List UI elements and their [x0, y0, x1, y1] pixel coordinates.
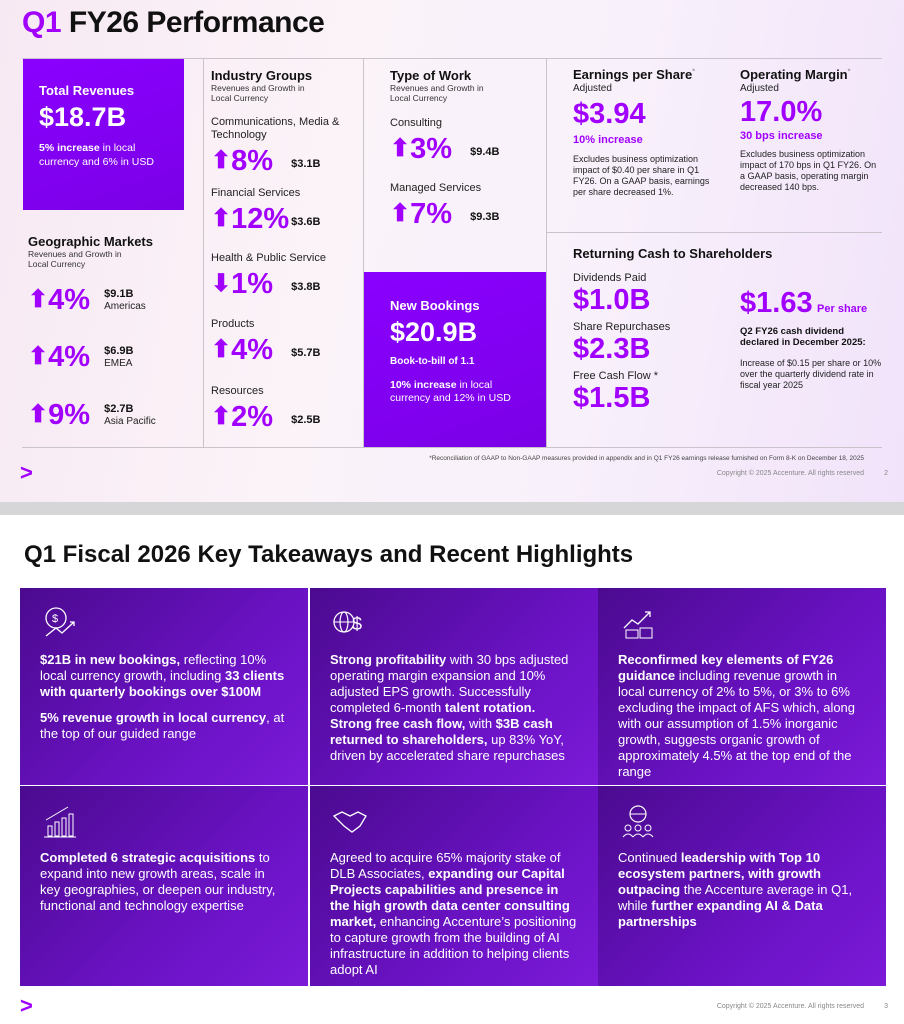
metric-percent: 4%	[48, 284, 91, 316]
slide-key-takeaways: Q1 Fiscal 2026 Key Takeaways and Recent …	[0, 515, 904, 1024]
metric-amount: $3.8B	[291, 281, 321, 293]
highlight-text: Strong profitability with 30 bps adjuste…	[330, 652, 569, 763]
total-revenues-card: Total Revenues $18.7B 5% increase in loc…	[23, 59, 184, 210]
globe-people-icon	[622, 805, 654, 838]
highlight-text: Continued leadership with Top 10 ecosyst…	[618, 850, 853, 929]
arrow-up-icon: ⬆	[390, 200, 411, 227]
divider	[546, 232, 882, 233]
highlight-card: Agreed to acquire 65% majority stake of …	[310, 786, 598, 986]
metric-item: Consulting ⬆ 3% $9.4B	[390, 117, 520, 164]
metric-item: ⬆ 4% $6.9B EMEA	[28, 342, 133, 372]
page-number: 3	[884, 1003, 888, 1010]
type-of-work-header: Type of Work Revenues and Growth in Loca…	[390, 68, 484, 103]
copyright: Copyright © 2025 Accenture. All rights r…	[716, 470, 864, 477]
highlight-text: Agreed to acquire 65% majority stake of …	[330, 850, 577, 977]
page-number: 2	[884, 470, 888, 477]
metric-amount: $5.7B	[291, 347, 321, 359]
divider	[22, 447, 882, 448]
metric-item: Resources ⬆ 2% $2.5B	[211, 385, 341, 432]
metric-amount: $3.6B	[291, 216, 321, 228]
metric-percent: 7%	[410, 198, 453, 230]
metric-amount: $2.5B	[291, 414, 321, 426]
svg-text:$: $	[352, 614, 362, 634]
arrow-up-icon: ⬆	[211, 403, 232, 430]
highlight-card: Completed 6 strategic acquisitions to ex…	[20, 786, 308, 986]
highlight-card: $ $21B in new bookings, reflecting 10% lo…	[20, 588, 308, 785]
returning-cash-values: Dividends Paid $1.0B Share Repurchases $…	[573, 272, 671, 414]
metric-item: Managed Services ⬆ 7% $9.3B	[390, 182, 520, 229]
metric-label: Consulting	[390, 117, 442, 129]
svg-text:$: $	[52, 613, 58, 625]
new-bookings-card: New Bookings $20.9B Book-to-bill of 1.1 …	[364, 272, 546, 447]
arrow-up-icon: ⬆	[28, 343, 49, 370]
metric-item: Products ⬆ 4% $5.7B	[211, 318, 341, 365]
metric-label: Managed Services	[390, 182, 482, 194]
metric-percent: 4%	[48, 341, 91, 373]
eps-block: Earnings per Share* Adjusted $3.94 10% i…	[573, 67, 710, 197]
highlight-card: $ Strong profitability with 30 bps adjust…	[310, 588, 598, 785]
geographic-markets-header: Geographic Markets Revenues and Growth i…	[28, 234, 153, 269]
arrow-up-icon: ⬆	[211, 205, 232, 232]
arrow-up-icon: ⬆	[28, 401, 49, 428]
metric-item: Financial Services ⬆ 12% $3.6B	[211, 187, 341, 234]
metric-percent: 3%	[410, 133, 453, 165]
slide-q1-performance: Q1 FY26 Performance Total Revenues $18.7…	[0, 0, 904, 502]
metric-percent: 9%	[48, 399, 91, 431]
dollar-growth-icon: $	[45, 607, 75, 637]
metric-amount: $9.3B	[470, 211, 500, 223]
metric-item: ⬆ 9% $2.7B Asia Pacific	[28, 400, 156, 430]
highlight-text: Completed 6 strategic acquisitions to ex…	[40, 850, 276, 913]
dividend-per-share: $1.63 Per share Q2 FY26 cash dividend de…	[740, 287, 882, 390]
accenture-logo: >	[20, 460, 33, 485]
metric-amount: $3.1B	[291, 158, 321, 170]
metric-percent: 2%	[231, 401, 274, 433]
metric-label: Communications, Media & Technology	[211, 116, 340, 141]
metric-label: Products	[211, 318, 255, 330]
highlight-card: Continued leadership with Top 10 ecosyst…	[598, 786, 886, 986]
returning-cash-title: Returning Cash to Shareholders	[573, 246, 773, 261]
metric-percent: 12%	[231, 203, 290, 235]
highlight-card: Reconfirmed key elements of FY26 guidanc…	[598, 588, 886, 785]
page-title: Q1 FY26 Performance	[22, 6, 325, 39]
divider	[546, 58, 547, 447]
metric-item: ⬆ 4% $9.1B Americas	[28, 285, 146, 315]
metric-percent: 1%	[231, 268, 274, 300]
page-title: Q1 Fiscal 2026 Key Takeaways and Recent …	[24, 541, 634, 568]
metric-amount: $9.1B	[104, 287, 134, 300]
chart-coins-icon	[623, 611, 653, 639]
metric-label: Resources	[211, 385, 264, 397]
metric-label: Financial Services	[211, 187, 301, 199]
industry-groups-header: Industry Groups Revenues and Growth in L…	[211, 68, 313, 103]
handshake-icon	[332, 811, 367, 833]
metric-label: EMEA	[104, 357, 133, 369]
metric-percent: 8%	[231, 145, 274, 177]
highlight-text: $21B in new bookings, reflecting 10% loc…	[40, 652, 285, 741]
operating-margin-block: Operating Margin* Adjusted 17.0% 30 bps …	[740, 67, 877, 192]
divider	[203, 58, 204, 447]
metric-label: Asia Pacific	[104, 415, 156, 427]
globe-dollar-icon: $	[333, 611, 362, 634]
metric-item: Health & Public Service ⬇ 1% $3.8B	[211, 252, 341, 299]
highlight-text: Reconfirmed key elements of FY26 guidanc…	[618, 652, 856, 779]
arrow-up-icon: ⬆	[28, 286, 49, 313]
accenture-logo: >	[20, 993, 33, 1018]
arrow-up-icon: ⬆	[390, 135, 411, 162]
metric-percent: 4%	[231, 334, 274, 366]
metric-label: Health & Public Service	[211, 252, 326, 264]
copyright: Copyright © 2025 Accenture. All rights r…	[716, 1003, 864, 1010]
metric-amount: $9.4B	[470, 146, 500, 158]
metric-amount: $6.9B	[104, 344, 134, 357]
metric-label: Americas	[104, 300, 146, 312]
metric-item: Communications, Media & Technology ⬆ 8% $3.…	[211, 116, 341, 176]
arrow-up-icon: ⬆	[211, 336, 232, 363]
metric-amount: $2.7B	[104, 402, 134, 415]
arrow-up-icon: ⬆	[211, 147, 232, 174]
divider	[22, 58, 882, 59]
arrow-down-icon: ⬇	[211, 270, 232, 297]
footnote: *Reconciliation of GAAP to Non-GAAP meas…	[429, 455, 864, 462]
bar-chart-growth-icon	[44, 806, 76, 838]
divider	[363, 58, 364, 447]
